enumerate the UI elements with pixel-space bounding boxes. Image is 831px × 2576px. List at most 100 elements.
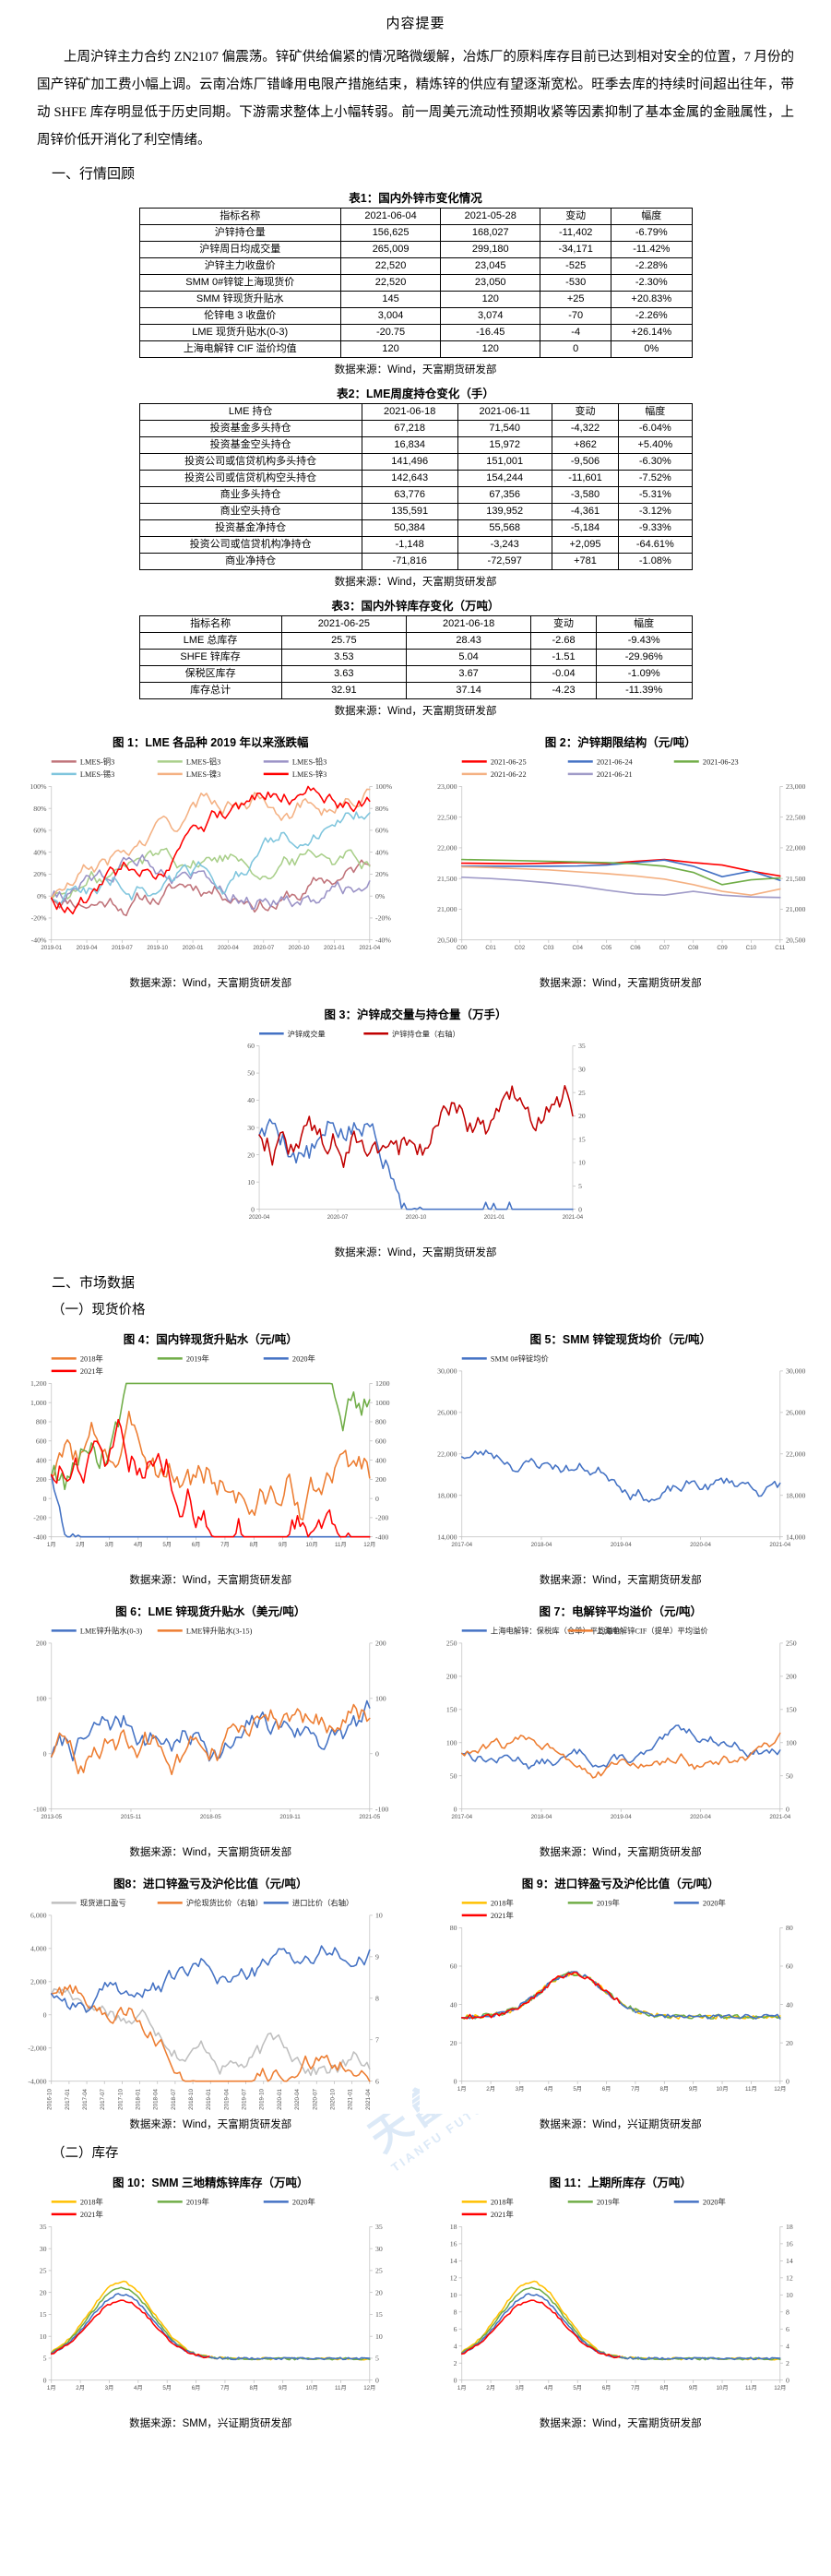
figure-4-title: 图 4：国内锌现货升贴水（元/吨） xyxy=(123,1332,298,1346)
svg-text:LME锌升贴水(3-15): LME锌升贴水(3-15) xyxy=(186,1626,253,1635)
svg-text:6: 6 xyxy=(453,2325,457,2333)
svg-text:9月: 9月 xyxy=(688,2086,697,2093)
svg-text:C03: C03 xyxy=(543,945,554,951)
svg-text:C05: C05 xyxy=(600,945,611,951)
svg-text:0: 0 xyxy=(453,2077,457,2085)
svg-text:1月: 1月 xyxy=(47,1542,56,1548)
svg-text:8月: 8月 xyxy=(659,2385,669,2391)
svg-text:12: 12 xyxy=(786,2273,793,2282)
table1-title: 表1：国内外锌市变化情况 xyxy=(349,192,482,205)
svg-text:200: 200 xyxy=(786,1672,797,1680)
column-header: 幅度 xyxy=(618,403,693,421)
svg-text:2018-10: 2018-10 xyxy=(188,2088,195,2109)
svg-text:2021-06-23: 2021-06-23 xyxy=(702,758,738,767)
svg-text:9月: 9月 xyxy=(688,2385,697,2391)
table-cell: -9.33% xyxy=(618,519,693,537)
table-cell: -5.31% xyxy=(618,486,693,504)
svg-text:200: 200 xyxy=(445,1672,457,1680)
svg-text:10: 10 xyxy=(247,1178,255,1187)
svg-text:2017-04: 2017-04 xyxy=(82,2088,89,2109)
figure-2-source: 数据来源：Wind，天富期货研发部 xyxy=(539,978,702,990)
svg-text:150: 150 xyxy=(445,1705,457,1713)
chart-row-3: 图 3：沪锌成交量与持仓量（万手） 沪锌成交量 沪锌持仓量（右轴） 60 50 40 30… xyxy=(0,997,831,1262)
svg-text:15: 15 xyxy=(578,1135,586,1143)
figure-8-source: 数据来源：Wind，天富期货研发部 xyxy=(129,2118,292,2130)
svg-text:20: 20 xyxy=(578,1112,586,1120)
figure-8-title: 图8：进口锌盈亏及沪伦比值（元/吨） xyxy=(113,1877,308,1890)
table-row: 伦锌电 3 收盘价 3,004 3,074 -70 -2.26% xyxy=(138,307,693,325)
svg-text:C09: C09 xyxy=(717,945,728,951)
table-row: 库存总计 32.91 37.14 -4.23 -11.39% xyxy=(138,682,693,699)
svg-text:0: 0 xyxy=(453,1805,457,1813)
column-header: 2021-06-18 xyxy=(405,615,532,633)
svg-text:1,200: 1,200 xyxy=(30,1379,47,1388)
svg-text:0: 0 xyxy=(43,1749,47,1758)
figure-6-canvas: LME锌升贴水(0-3) LME锌升贴水(3-15) 200 100 0 -100 200 1… xyxy=(9,1620,412,1842)
svg-text:上海电解锌CIF（提单）平均溢价: 上海电解锌CIF（提单）平均溢价 xyxy=(596,1626,707,1635)
svg-text:C00: C00 xyxy=(457,945,468,951)
figure-6-title: 图 6：LME 锌现货升贴水（美元/吨） xyxy=(115,1604,306,1618)
table-cell: 37.14 xyxy=(405,682,532,699)
table-row: SMM 0#锌锭上海现货价 22,520 23,050 -530 -2.30% xyxy=(138,274,693,292)
svg-text:LMES-镍3: LMES-镍3 xyxy=(186,769,220,779)
svg-text:7月: 7月 xyxy=(220,2385,230,2391)
svg-text:18: 18 xyxy=(786,2223,793,2231)
figure-1-title: 图 1：LME 各品种 2019 年以来涨跌幅 xyxy=(112,736,309,749)
svg-text:12月: 12月 xyxy=(363,2385,375,2391)
svg-text:C10: C10 xyxy=(745,945,756,951)
row-label: 商业空头持仓 xyxy=(138,503,362,520)
svg-text:2020-07: 2020-07 xyxy=(253,945,274,951)
figure-3-canvas: 沪锌成交量 沪锌持仓量（右轴） 60 50 40 30 20 10 0 35 30 25 20 15 10 5… xyxy=(217,1024,614,1242)
table-cell: 265,009 xyxy=(339,241,442,258)
table-cell: -11.39% xyxy=(595,682,693,699)
svg-text:2021-01: 2021-01 xyxy=(324,945,345,951)
table-cell: +781 xyxy=(551,553,620,570)
svg-text:250: 250 xyxy=(786,1639,797,1647)
svg-text:0: 0 xyxy=(43,2376,47,2384)
svg-text:4: 4 xyxy=(786,2342,789,2350)
svg-text:800: 800 xyxy=(36,1417,47,1425)
svg-text:30: 30 xyxy=(40,2244,47,2252)
svg-text:21,000: 21,000 xyxy=(786,905,806,913)
svg-text:8月: 8月 xyxy=(249,2385,258,2391)
svg-text:200: 200 xyxy=(36,1639,47,1647)
row-label: 上海电解锌 CIF 溢价均值 xyxy=(138,340,341,358)
svg-text:20: 20 xyxy=(449,2038,457,2046)
svg-text:30: 30 xyxy=(578,1066,586,1074)
svg-text:20: 20 xyxy=(247,1151,255,1159)
svg-text:10: 10 xyxy=(578,1159,586,1167)
svg-text:22,000: 22,000 xyxy=(437,844,457,853)
svg-text:2018年: 2018年 xyxy=(490,1898,513,1907)
table-cell: -20.75 xyxy=(339,324,442,341)
figure-11-source: 数据来源：Wind，天富期货研发部 xyxy=(539,2417,702,2429)
svg-text:2017-10: 2017-10 xyxy=(117,2088,124,2109)
column-header: 2021-06-04 xyxy=(339,208,442,225)
svg-text:4月: 4月 xyxy=(134,2385,143,2391)
table-cell: -9.43% xyxy=(595,632,693,650)
svg-text:2019年: 2019年 xyxy=(186,1354,209,1363)
svg-text:40: 40 xyxy=(786,2000,793,2009)
svg-text:20%: 20% xyxy=(375,870,389,878)
table2-source: 数据来源：Wind，天富期货研发部 xyxy=(334,577,497,588)
svg-text:C04: C04 xyxy=(572,945,583,951)
svg-text:8: 8 xyxy=(453,2308,457,2316)
row-label: SMM 锌现货升贴水 xyxy=(138,291,341,308)
svg-text:2019-04: 2019-04 xyxy=(610,1814,631,1820)
svg-text:60: 60 xyxy=(786,1962,793,1970)
figure-5-canvas: SMM 0#锌锭均价 30,000 26,000 22,000 18,000 14,000… xyxy=(419,1348,822,1569)
svg-text:2021-04: 2021-04 xyxy=(562,1214,583,1221)
row-label: 商业多头持仓 xyxy=(138,486,362,504)
table-cell: -11,402 xyxy=(540,224,612,242)
svg-text:8月: 8月 xyxy=(659,2086,669,2093)
svg-text:2021-04: 2021-04 xyxy=(769,1542,790,1548)
svg-text:10: 10 xyxy=(375,2332,383,2340)
svg-text:14,000: 14,000 xyxy=(437,1532,457,1541)
svg-text:5: 5 xyxy=(43,2354,47,2362)
figure-6-source: 数据来源：Wind，天富期货研发部 xyxy=(129,1846,292,1858)
table-cell: 15,972 xyxy=(457,436,552,454)
svg-text:2021年: 2021年 xyxy=(490,2210,513,2219)
svg-text:7: 7 xyxy=(375,2035,379,2044)
table-cell: -4,322 xyxy=(551,420,620,437)
table-cell: -1.51 xyxy=(530,649,597,666)
table-row: 投资公司或信贷机构多头持仓 141,496 151,001 -9,506 -6.30% xyxy=(138,453,693,471)
